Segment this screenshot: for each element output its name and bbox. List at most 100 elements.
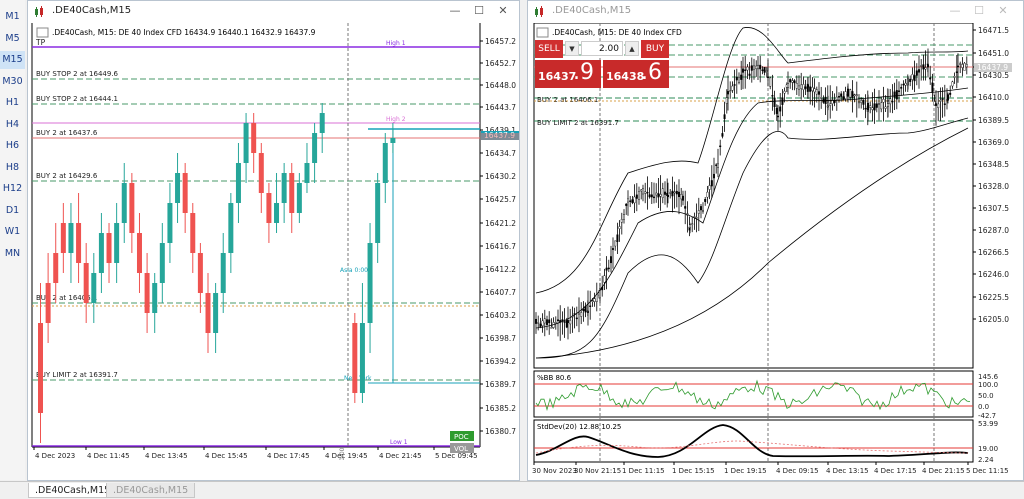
candle-body <box>182 173 188 213</box>
candle-body <box>907 78 910 80</box>
right-price-chart[interactable]: .DE40Cash, M15: DE 40 Index CFD 16471.5 16… <box>528 23 1023 480</box>
timeframe-w1[interactable]: W1 <box>4 226 21 237</box>
timeframe-h8[interactable]: H8 <box>5 162 20 173</box>
maximize-button[interactable]: ☐ <box>474 4 484 17</box>
candle-body <box>840 93 843 97</box>
candle-body <box>312 133 318 163</box>
price-tick-label: 16412.2 <box>485 265 516 274</box>
candle-body <box>53 253 59 283</box>
candle-body <box>851 91 854 99</box>
candle-body <box>671 190 674 197</box>
sell-price-button[interactable]: 16437 .9 <box>535 60 601 88</box>
candle-body <box>783 90 786 94</box>
candle-body <box>804 86 807 89</box>
window-titlebar[interactable]: .DE40Cash,M15 — ☐ ✕ <box>528 1 1023 23</box>
candle-body <box>775 108 778 114</box>
price-tick-label: 16394.2 <box>485 357 516 366</box>
time-tick-label: 4 Dec 09:15 <box>776 467 819 475</box>
time-tick-label: 4 Dec 2023 <box>35 452 75 460</box>
candle-body <box>589 305 592 307</box>
candle-body <box>900 87 903 89</box>
candle-body <box>616 234 619 242</box>
timeframe-d1[interactable]: D1 <box>5 205 20 216</box>
candle-body <box>691 223 694 225</box>
candle-body <box>289 173 295 213</box>
close-button[interactable]: ✕ <box>998 4 1008 17</box>
chart-menu-icon[interactable] <box>36 27 49 38</box>
candle-body <box>891 100 894 103</box>
poc-button[interactable] <box>450 431 474 441</box>
timeframe-m15[interactable]: M15 <box>0 51 25 69</box>
candle-body <box>620 219 623 223</box>
candle-body <box>947 94 950 101</box>
price-tick-label: 16266.5 <box>978 248 1009 257</box>
timeframe-m1[interactable]: M1 <box>5 11 20 22</box>
tab-chart-1[interactable]: .DE40Cash,M15 <box>28 483 118 498</box>
left-chart-window: .DE40Cash,M15 — ☐ ✕ 16457.2 16452.7 16448.… <box>27 0 520 481</box>
candle-body <box>721 133 724 137</box>
candle-body <box>726 91 729 95</box>
sell-button[interactable]: SELL <box>535 40 563 58</box>
timeframe-m5[interactable]: M5 <box>5 33 20 44</box>
candle-body <box>68 223 74 253</box>
timeframe-h4[interactable]: H4 <box>5 119 20 130</box>
buy-price-button[interactable]: 16438 .6 <box>603 60 669 88</box>
timeframe-mn[interactable]: MN <box>4 248 21 259</box>
vol-button[interactable] <box>450 443 474 453</box>
timeframe-m30[interactable]: M30 <box>2 76 23 87</box>
chart-window-icon <box>535 6 543 17</box>
lot-increase-button[interactable]: ▲ <box>625 41 639 56</box>
session-label: 0:00 <box>339 447 346 460</box>
candle-body <box>959 63 962 65</box>
time-tick-label: 4 Dec 17:45 <box>267 452 310 460</box>
candle-body <box>625 203 628 206</box>
minimize-button[interactable]: — <box>949 4 961 17</box>
candle-body <box>274 203 280 223</box>
candle-body <box>681 195 684 201</box>
candle-body <box>650 194 653 198</box>
price-tick-label: 16410.0 <box>978 93 1009 102</box>
time-tick-label: 4 Dec 11:45 <box>87 452 130 460</box>
candle-body <box>853 94 856 97</box>
tab-chart-2[interactable]: .DE40Cash,M15 <box>106 483 196 498</box>
left-price-chart[interactable]: 16457.2 16452.7 16448.0 16443.7 16439.1 16434… <box>28 23 519 460</box>
lot-size-input[interactable]: 2.00 <box>581 41 623 56</box>
bb-indicator-label: %BB 80.6 <box>537 374 572 382</box>
time-tick-label: 4 Dec 21:15 <box>922 467 965 475</box>
timeframe-h1[interactable]: H1 <box>5 97 20 108</box>
candle-body <box>684 206 687 209</box>
candle-body <box>578 312 581 315</box>
timeframe-h12[interactable]: H12 <box>2 183 23 194</box>
candle-body <box>675 190 678 195</box>
price-tick-label: 16389.7 <box>485 380 516 389</box>
candle-body <box>534 318 537 324</box>
chart-menu-icon[interactable] <box>536 27 549 38</box>
window-titlebar[interactable]: .DE40Cash,M15 — ☐ ✕ <box>28 1 519 23</box>
close-button[interactable]: ✕ <box>498 4 508 17</box>
timeframe-h6[interactable]: H6 <box>5 140 20 151</box>
candle-body <box>83 263 89 303</box>
order-label: BUY LIMIT 2 at 16391.7 <box>537 119 619 127</box>
candle-body <box>548 319 551 324</box>
candle-body <box>759 64 762 70</box>
candle-body <box>719 145 722 148</box>
candle-body <box>818 91 821 95</box>
sell-price-fraction: .9 <box>573 60 594 85</box>
maximize-button[interactable]: ☐ <box>974 4 984 17</box>
candle-body <box>699 206 702 211</box>
buy-button[interactable]: BUY <box>641 40 669 58</box>
candle-body <box>737 76 740 83</box>
price-tick-label: 16421.2 <box>485 219 516 228</box>
price-tick-label: 16439.1 <box>485 126 516 135</box>
time-tick-label: 4 Dec 13:45 <box>145 452 188 460</box>
price-tick-label: 16452.7 <box>485 59 516 68</box>
candle-body <box>911 74 914 80</box>
candle-body <box>640 189 643 192</box>
right-chart-window: .DE40Cash,M15 — ☐ ✕ .DE40Cash, M15: DE 4… <box>527 0 1024 481</box>
bb-upper-band <box>535 27 969 294</box>
candle-body <box>175 173 181 203</box>
chart-symbol-label: .DE40Cash, M15: DE 40 Index CFD 16434.9 … <box>52 28 316 37</box>
minimize-button[interactable]: — <box>449 4 461 17</box>
lot-decrease-button[interactable]: ▼ <box>565 41 579 56</box>
window-title: .DE40Cash,M15 <box>552 5 632 16</box>
